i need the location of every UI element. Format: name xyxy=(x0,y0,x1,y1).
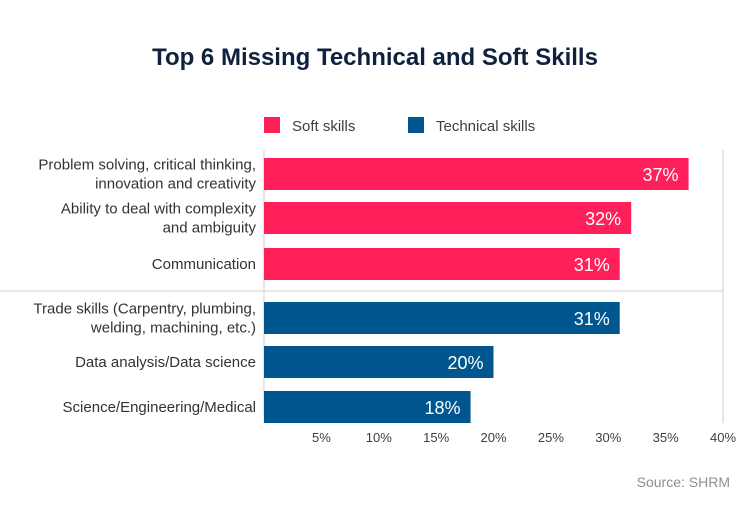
bar-6 xyxy=(264,391,471,423)
category-label-6: Science/Engineering/Medical xyxy=(63,399,256,416)
category-label-line: Ability to deal with complexity xyxy=(61,201,257,218)
legend-swatch-2 xyxy=(408,117,424,133)
legend-label-1: Soft skills xyxy=(292,118,355,135)
legend-swatch-1 xyxy=(264,117,280,133)
x-tick-label-6: 30% xyxy=(595,430,621,445)
bar-1 xyxy=(264,158,689,190)
category-label-4: Trade skills (Carpentry, plumbing, weldin… xyxy=(33,301,256,337)
category-label-3: Communication xyxy=(152,256,256,273)
bar-value-label-5: 20% xyxy=(447,353,483,373)
category-label-line: and ambiguity xyxy=(163,220,257,237)
chart-title: Top 6 Missing Technical and Soft Skills xyxy=(152,44,598,71)
category-label-line: Data analysis/Data science xyxy=(75,354,256,371)
category-label-line: innovation and creativity xyxy=(95,176,256,193)
x-tick-label-1: 5% xyxy=(312,430,331,445)
bar-value-label-1: 37% xyxy=(643,165,679,185)
category-label-line: welding, machining, etc.) xyxy=(90,320,256,337)
bar-4 xyxy=(264,302,620,334)
category-label-line: Trade skills (Carpentry, plumbing, xyxy=(33,301,256,318)
x-tick-label-3: 15% xyxy=(423,430,449,445)
category-label-1: Problem solving, critical thinking, innov… xyxy=(38,157,256,193)
x-tick-label-8: 40% xyxy=(710,430,736,445)
category-label-line: Problem solving, critical thinking, xyxy=(38,157,256,174)
source-note: Source: SHRM xyxy=(636,474,730,490)
bar-2 xyxy=(264,202,632,234)
category-label-line: Communication xyxy=(152,256,256,273)
bar-value-label-2: 32% xyxy=(585,209,621,229)
category-label-line: Science/Engineering/Medical xyxy=(63,399,256,416)
category-label-2: Ability to deal with complexity and ambig… xyxy=(61,201,257,237)
x-tick-label-7: 35% xyxy=(653,430,679,445)
bar-value-label-6: 18% xyxy=(425,398,461,418)
legend-label-2: Technical skills xyxy=(436,118,535,135)
x-tick-label-5: 25% xyxy=(538,430,564,445)
x-tick-label-4: 20% xyxy=(480,430,506,445)
bar-value-label-4: 31% xyxy=(574,309,610,329)
bar-3 xyxy=(264,248,620,280)
bar-5 xyxy=(264,346,494,378)
bar-value-label-3: 31% xyxy=(574,255,610,275)
x-tick-label-2: 10% xyxy=(366,430,392,445)
category-label-5: Data analysis/Data science xyxy=(75,354,256,371)
